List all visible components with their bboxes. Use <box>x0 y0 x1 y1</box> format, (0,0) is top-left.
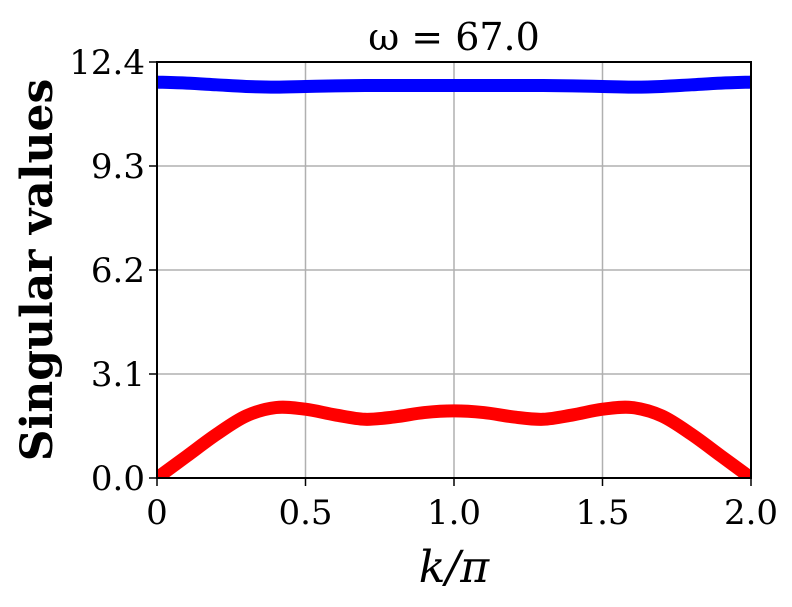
x-axis-label: k/π <box>419 542 490 593</box>
x-tick-label: 0 <box>146 493 168 533</box>
y-axis-label: Singular values <box>12 79 63 462</box>
x-tick-label: 2.0 <box>724 493 778 533</box>
series-line-2 <box>157 400 751 478</box>
y-tick-label: 6.2 <box>91 251 145 291</box>
x-tick-label: 1.5 <box>575 493 629 533</box>
y-tick-label: 0.0 <box>91 459 145 499</box>
x-tick-label: 1.0 <box>427 493 481 533</box>
y-tick-label: 12.4 <box>69 43 145 83</box>
chart-title: ω = 67.0 <box>368 15 540 59</box>
series-line-1 <box>157 75 751 94</box>
y-tick-label: 9.3 <box>91 147 145 187</box>
data-series <box>157 75 751 478</box>
y-tick-label: 3.1 <box>91 355 145 395</box>
x-tick-label: 0.5 <box>278 493 332 533</box>
x-axis-ticks: 0 0.5 1.0 1.5 2.0 <box>146 478 778 533</box>
y-axis-ticks: 0.0 3.1 6.2 9.3 12.4 <box>69 43 157 499</box>
